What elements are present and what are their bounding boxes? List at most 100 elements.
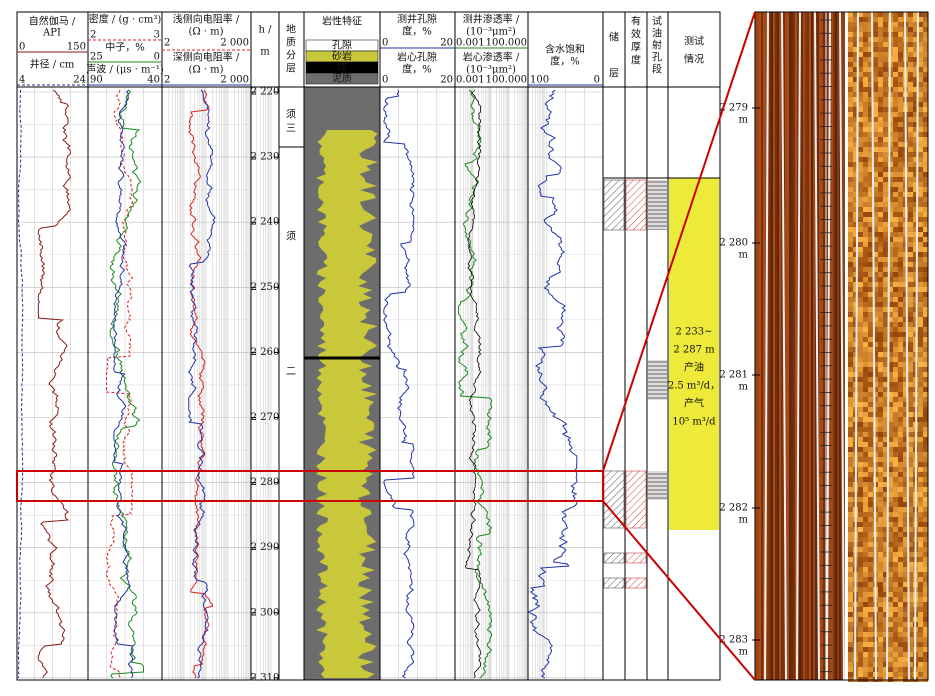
image-tile [923, 157, 928, 162]
image-tile [908, 552, 913, 557]
image-tile [893, 27, 898, 32]
image-tile [908, 502, 913, 507]
image-tile [898, 72, 903, 77]
image-tile [908, 597, 913, 602]
image-tile [908, 487, 913, 492]
rule [854, 11, 859, 681]
image-tile [898, 362, 903, 367]
image-tile [903, 622, 908, 627]
image-tile [878, 662, 883, 667]
image-tile [908, 662, 913, 667]
image-tile [923, 287, 928, 292]
image-tile [883, 17, 888, 22]
image-tile [893, 427, 898, 432]
image-tile [923, 617, 928, 622]
image-tile [858, 272, 863, 277]
image-tile [918, 242, 923, 247]
image-tile [848, 67, 853, 72]
image-tile [878, 622, 883, 627]
image-tile [893, 132, 898, 137]
log-curve [113, 89, 135, 679]
image-tile [923, 397, 928, 402]
image-tile [893, 257, 898, 262]
image-stripe [781, 12, 783, 680]
image-tile [898, 417, 903, 422]
image-tile [908, 592, 913, 597]
image-tile [923, 642, 928, 647]
image-stripe [839, 12, 841, 680]
image-tile [858, 417, 863, 422]
label: (Ω · m) [188, 27, 223, 38]
image-tile [898, 227, 903, 232]
image-tile [878, 127, 883, 132]
image-tile [863, 527, 868, 532]
image-tile [918, 552, 923, 557]
image-tile [873, 377, 878, 382]
image-tile [883, 467, 888, 472]
image-tile [848, 367, 853, 372]
image-tile [883, 12, 888, 17]
image-tile [908, 672, 913, 677]
image-tile [873, 177, 878, 182]
image-tile [858, 197, 863, 202]
image-tile [903, 632, 908, 637]
image-tile [848, 577, 853, 582]
image-tile [868, 192, 873, 197]
image-tile [918, 17, 923, 22]
image-tile [913, 222, 918, 227]
image-tile [903, 512, 908, 517]
image-tile [898, 27, 903, 32]
image-tile [898, 237, 903, 242]
image-tile [913, 27, 918, 32]
image-tile [848, 407, 853, 412]
image-tile [918, 62, 923, 67]
image-tile [888, 482, 893, 487]
image-tile [918, 142, 923, 147]
image-tile [918, 522, 923, 527]
image-tile [858, 192, 863, 197]
image-tile [923, 12, 928, 17]
image-tile [883, 502, 888, 507]
label: 4 [19, 75, 25, 86]
image-tile [923, 17, 928, 22]
label: 度，% [402, 63, 432, 76]
image-tile [893, 287, 898, 292]
image-tile [858, 492, 863, 497]
image-tile [918, 547, 923, 552]
image-tile [853, 177, 858, 182]
image-tile [878, 567, 883, 572]
image-tile [863, 232, 868, 237]
image-tile [878, 137, 883, 142]
image-tile [918, 442, 923, 447]
image-tile [903, 332, 908, 337]
image-tile [883, 422, 888, 427]
image-tile [913, 107, 918, 112]
rule [764, 11, 769, 681]
image-tile [873, 67, 878, 72]
image-tile [903, 612, 908, 617]
image-tile [863, 157, 868, 162]
image-tile [893, 487, 898, 492]
image-tile [883, 562, 888, 567]
image-tile [918, 482, 923, 487]
image-tile [888, 327, 893, 332]
image-tile [908, 137, 913, 142]
image-stripe [809, 12, 811, 680]
image-tile [903, 317, 908, 322]
image-tile [888, 507, 893, 512]
image-tile [898, 252, 903, 257]
label: 岩心渗透率 / [463, 51, 520, 64]
image-tile [883, 207, 888, 212]
image-tile [883, 122, 888, 127]
image-tile [898, 82, 903, 87]
image-tile [868, 202, 873, 207]
image-tile [883, 607, 888, 612]
image-tile [918, 397, 923, 402]
image-tile [878, 602, 883, 607]
image-tile [898, 372, 903, 377]
image-tile [893, 617, 898, 622]
image-tile [848, 532, 853, 537]
image-tile [898, 377, 903, 382]
image-tile [878, 402, 883, 407]
image-tile [878, 422, 883, 427]
